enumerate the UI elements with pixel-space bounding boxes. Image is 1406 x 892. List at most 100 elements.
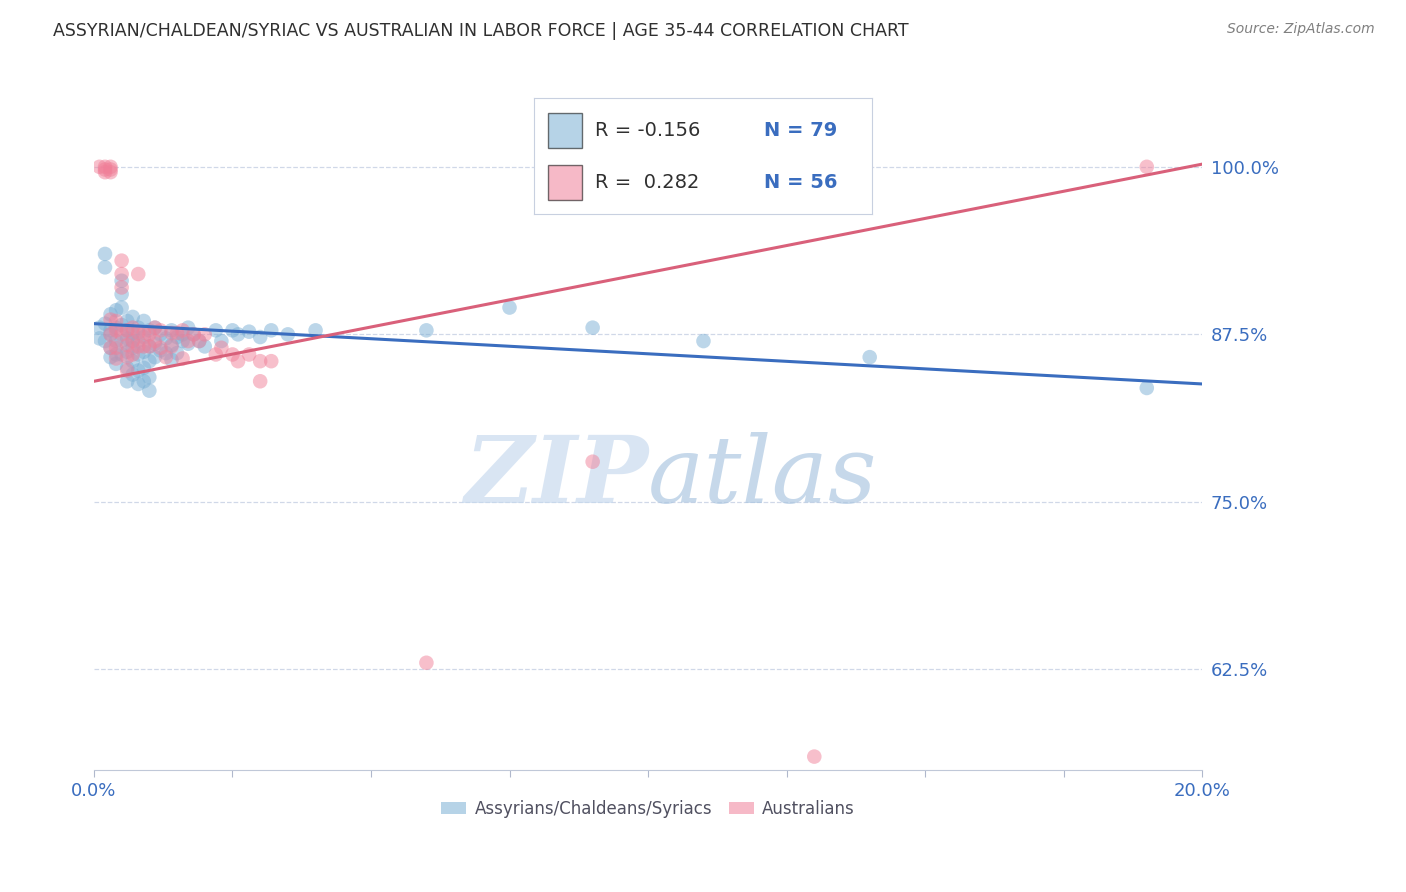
Point bbox=[238, 325, 260, 339]
Point bbox=[105, 334, 128, 348]
Point bbox=[111, 253, 134, 268]
Point bbox=[205, 323, 228, 337]
Point bbox=[221, 323, 243, 337]
Point bbox=[138, 339, 160, 353]
Point bbox=[238, 347, 260, 361]
Point bbox=[121, 354, 143, 368]
Point bbox=[121, 320, 143, 334]
Point bbox=[115, 350, 138, 364]
Point bbox=[94, 165, 117, 179]
Point bbox=[183, 327, 205, 342]
Point bbox=[105, 341, 128, 355]
Point bbox=[115, 360, 138, 375]
Point bbox=[100, 327, 122, 342]
Point bbox=[138, 370, 160, 384]
Point bbox=[111, 301, 134, 315]
Point bbox=[132, 326, 155, 340]
Point bbox=[121, 341, 143, 355]
Point bbox=[121, 334, 143, 348]
Point bbox=[105, 303, 128, 318]
Point bbox=[226, 354, 249, 368]
Point bbox=[105, 323, 128, 337]
Point bbox=[115, 374, 138, 388]
Point bbox=[111, 287, 134, 301]
Point bbox=[1136, 381, 1159, 395]
Point bbox=[127, 339, 149, 353]
Point bbox=[127, 320, 149, 334]
Point bbox=[183, 327, 205, 342]
Point bbox=[100, 162, 122, 177]
Point bbox=[143, 350, 166, 364]
Point bbox=[105, 320, 128, 334]
Point bbox=[149, 341, 172, 355]
Point bbox=[166, 326, 188, 340]
Text: atlas: atlas bbox=[648, 433, 877, 522]
Point bbox=[160, 323, 183, 337]
Point bbox=[94, 162, 117, 177]
Point bbox=[226, 327, 249, 342]
Point bbox=[121, 326, 143, 340]
Point bbox=[127, 376, 149, 391]
Point bbox=[138, 339, 160, 353]
Text: Source: ZipAtlas.com: Source: ZipAtlas.com bbox=[1227, 22, 1375, 37]
Point bbox=[127, 347, 149, 361]
Point bbox=[89, 331, 111, 345]
Point bbox=[1136, 160, 1159, 174]
Point bbox=[138, 323, 160, 337]
Point bbox=[138, 354, 160, 368]
Point bbox=[172, 351, 194, 366]
Point bbox=[111, 267, 134, 281]
Point bbox=[94, 334, 117, 348]
Point bbox=[582, 455, 605, 469]
Point bbox=[121, 368, 143, 382]
Point bbox=[115, 323, 138, 337]
Point bbox=[209, 334, 232, 348]
Legend: Assyrians/Chaldeans/Syriacs, Australians: Assyrians/Chaldeans/Syriacs, Australians bbox=[434, 793, 862, 824]
Point bbox=[166, 330, 188, 344]
Point bbox=[94, 317, 117, 331]
Point bbox=[94, 247, 117, 261]
Point bbox=[160, 338, 183, 352]
Point bbox=[111, 280, 134, 294]
Text: N = 56: N = 56 bbox=[763, 173, 837, 193]
Text: R =  0.282: R = 0.282 bbox=[595, 173, 699, 193]
Point bbox=[155, 350, 177, 364]
Point bbox=[100, 165, 122, 179]
Point bbox=[121, 347, 143, 361]
Point bbox=[172, 334, 194, 348]
Point bbox=[155, 346, 177, 360]
Point bbox=[143, 334, 166, 348]
Point bbox=[415, 656, 437, 670]
Point bbox=[177, 336, 200, 351]
FancyBboxPatch shape bbox=[548, 165, 582, 200]
Point bbox=[304, 323, 326, 337]
Point bbox=[582, 320, 605, 334]
Point bbox=[105, 347, 128, 361]
Point bbox=[172, 327, 194, 342]
Text: R = -0.156: R = -0.156 bbox=[595, 121, 700, 140]
Point bbox=[115, 344, 138, 359]
Point bbox=[177, 320, 200, 334]
Point bbox=[160, 352, 183, 367]
Point bbox=[132, 330, 155, 344]
Point bbox=[188, 334, 211, 348]
Point bbox=[105, 314, 128, 328]
Text: ZIP: ZIP bbox=[464, 433, 648, 522]
Point bbox=[115, 331, 138, 345]
Point bbox=[100, 341, 122, 355]
Point bbox=[138, 384, 160, 398]
Point bbox=[160, 326, 183, 340]
Point bbox=[115, 314, 138, 328]
Point bbox=[143, 320, 166, 334]
Point bbox=[132, 344, 155, 359]
Point bbox=[121, 334, 143, 348]
Point bbox=[111, 327, 134, 342]
Point bbox=[127, 334, 149, 348]
Point bbox=[138, 327, 160, 342]
Point bbox=[260, 323, 283, 337]
Point bbox=[249, 330, 271, 344]
Point bbox=[260, 354, 283, 368]
FancyBboxPatch shape bbox=[548, 113, 582, 148]
Point bbox=[111, 334, 134, 348]
Point bbox=[177, 334, 200, 348]
